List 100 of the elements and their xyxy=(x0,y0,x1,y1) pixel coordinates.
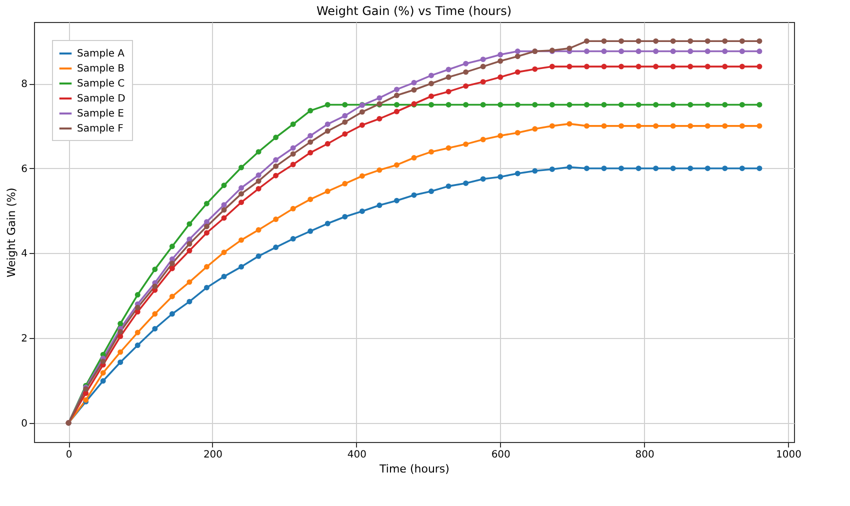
point xyxy=(480,176,486,182)
point xyxy=(428,188,434,194)
point xyxy=(342,180,348,186)
point xyxy=(446,102,452,108)
point xyxy=(308,196,314,202)
point xyxy=(204,224,210,230)
point xyxy=(169,260,175,266)
point xyxy=(256,186,262,192)
point xyxy=(221,215,227,221)
point xyxy=(394,92,400,98)
point xyxy=(256,149,262,155)
point xyxy=(290,162,296,168)
point xyxy=(256,227,262,233)
point xyxy=(394,162,400,168)
point xyxy=(394,108,400,114)
point xyxy=(532,102,538,108)
point xyxy=(204,219,210,225)
point xyxy=(584,48,590,54)
point xyxy=(273,216,279,222)
point xyxy=(584,166,590,172)
point xyxy=(411,192,417,198)
point xyxy=(342,119,348,125)
x-tick-label: 1000 xyxy=(776,450,802,460)
point xyxy=(411,80,417,86)
point xyxy=(722,64,728,70)
point xyxy=(498,74,504,80)
point xyxy=(186,241,192,247)
point xyxy=(618,166,624,172)
point xyxy=(152,284,158,290)
point xyxy=(688,166,694,172)
point xyxy=(169,311,175,317)
point xyxy=(186,298,192,304)
point xyxy=(584,123,590,129)
point xyxy=(411,87,417,93)
point xyxy=(290,206,296,212)
point xyxy=(290,145,296,151)
point xyxy=(152,266,158,272)
point xyxy=(204,200,210,206)
point xyxy=(134,292,140,298)
point xyxy=(394,102,400,108)
point xyxy=(463,69,469,75)
point xyxy=(480,79,486,85)
point xyxy=(428,102,434,108)
point xyxy=(376,95,382,101)
point xyxy=(549,166,555,172)
point xyxy=(688,102,694,108)
point xyxy=(739,102,745,108)
point xyxy=(446,74,452,80)
point xyxy=(756,102,762,108)
x-tick-label: 600 xyxy=(491,450,510,460)
point xyxy=(601,48,607,54)
point xyxy=(739,64,745,70)
point xyxy=(756,123,762,129)
point xyxy=(636,102,642,108)
point xyxy=(308,150,314,156)
point xyxy=(653,64,659,70)
point xyxy=(514,48,520,54)
point xyxy=(359,122,365,128)
point xyxy=(152,326,158,332)
point xyxy=(514,69,520,75)
point xyxy=(653,38,659,44)
point xyxy=(739,48,745,54)
point xyxy=(670,102,676,108)
point xyxy=(670,48,676,54)
point xyxy=(601,64,607,70)
point xyxy=(532,168,538,174)
point xyxy=(290,236,296,242)
point xyxy=(514,130,520,136)
y-tick-label: 2 xyxy=(21,334,28,345)
point xyxy=(428,80,434,86)
point xyxy=(514,102,520,108)
point xyxy=(428,149,434,155)
point xyxy=(394,86,400,92)
point xyxy=(324,141,330,146)
x-tick-label: 0 xyxy=(66,450,72,460)
point xyxy=(273,244,279,250)
point xyxy=(688,123,694,129)
legend-label: Sample F xyxy=(77,124,124,134)
point xyxy=(204,230,210,236)
point xyxy=(411,155,417,160)
point xyxy=(722,48,728,54)
point xyxy=(688,48,694,54)
point xyxy=(342,131,348,137)
point xyxy=(756,166,762,172)
point xyxy=(290,122,296,127)
chart-title: Weight Gain (%) vs Time (hours) xyxy=(316,4,512,18)
point xyxy=(376,167,382,173)
point xyxy=(756,48,762,54)
point xyxy=(601,123,607,129)
point xyxy=(498,52,504,58)
point xyxy=(498,102,504,108)
point xyxy=(653,123,659,129)
point xyxy=(636,48,642,54)
point xyxy=(636,166,642,172)
point xyxy=(549,64,555,70)
point xyxy=(653,48,659,54)
point xyxy=(204,284,210,290)
point xyxy=(636,123,642,129)
point xyxy=(134,342,140,348)
point xyxy=(601,102,607,108)
